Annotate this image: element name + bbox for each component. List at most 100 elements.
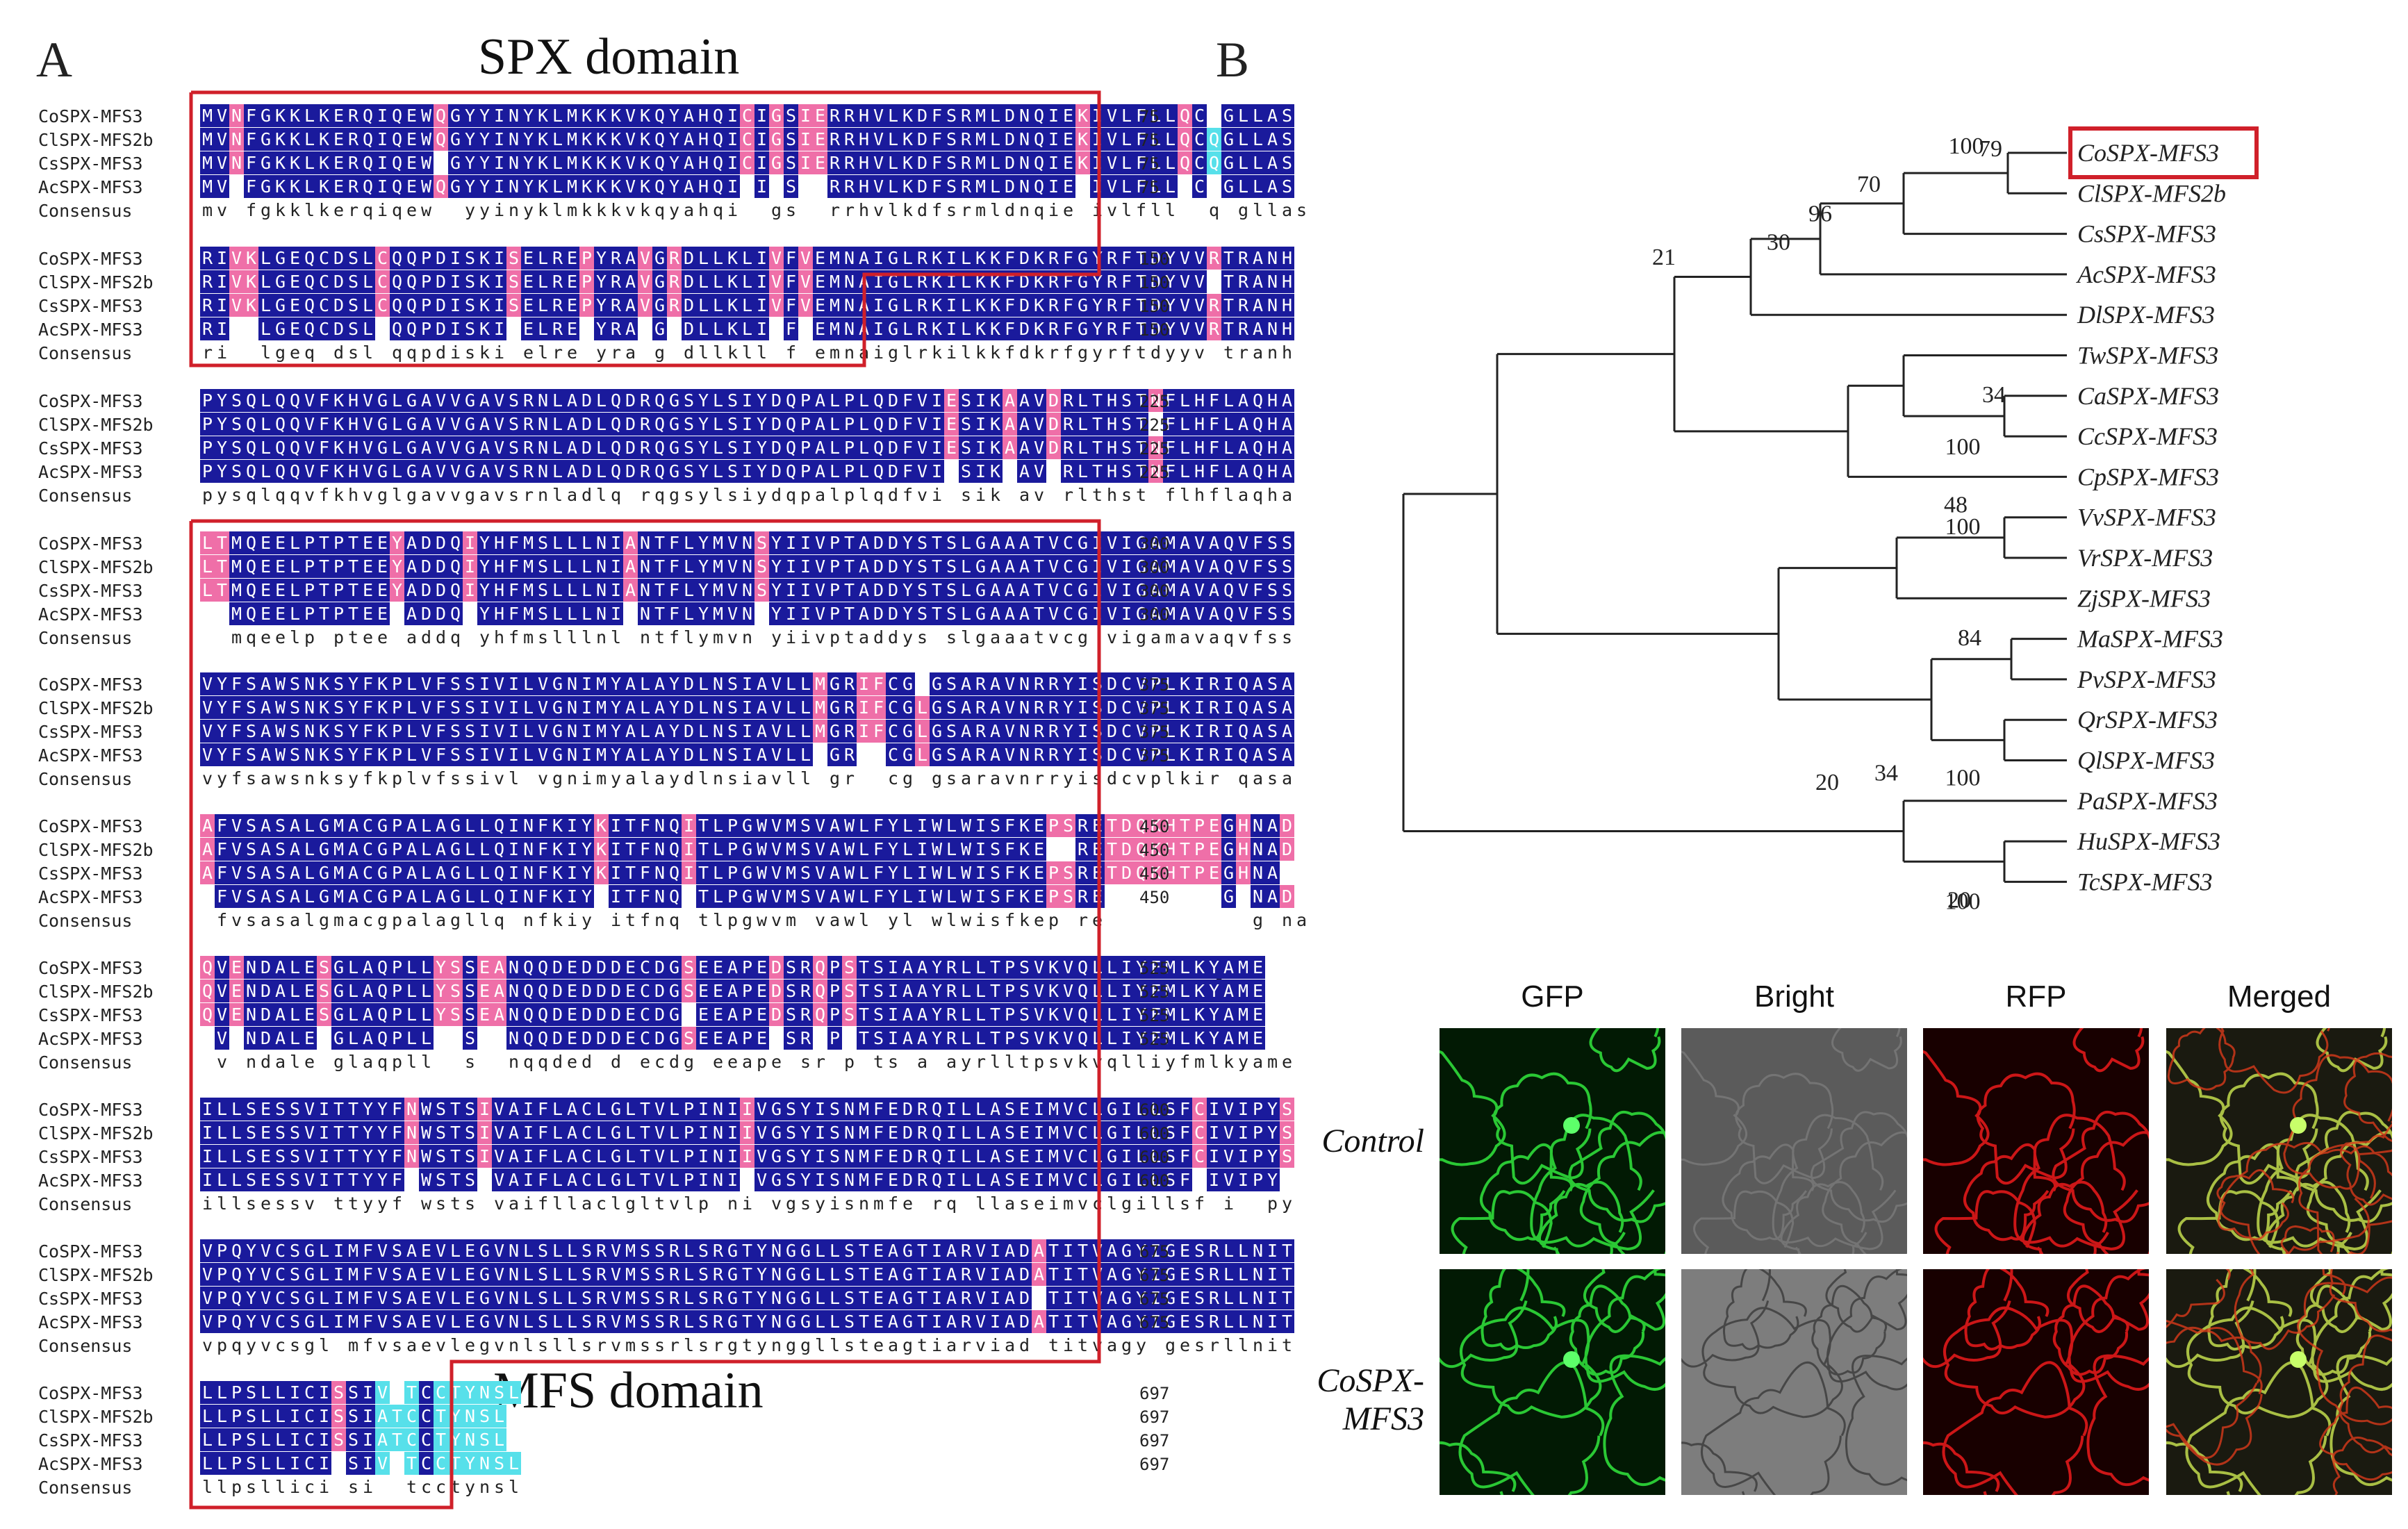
micrograph-bright bbox=[1681, 1028, 1907, 1254]
micrograph-drawing bbox=[2166, 1028, 2392, 1254]
position-number: 675 bbox=[1139, 1242, 1170, 1262]
seq-name: CsSPX-MFS3 bbox=[38, 863, 143, 884]
col-label-rfp: RFP bbox=[2005, 980, 2067, 1014]
tree-leaf-label: ZjSPX-MFS3 bbox=[2077, 584, 2211, 612]
micrograph-gfp bbox=[1440, 1269, 1665, 1495]
seq-name: AcSPX-MFS3 bbox=[38, 1454, 143, 1474]
bootstrap-value: 100 bbox=[1945, 434, 1981, 460]
tree-leaf-label: CsSPX-MFS3 bbox=[2077, 220, 2216, 248]
seq-name: CsSPX-MFS3 bbox=[38, 1430, 143, 1451]
bootstrap-value: 20 bbox=[1815, 770, 1839, 795]
col-label-bright: Bright bbox=[1754, 980, 1834, 1014]
bootstrap-value: 34 bbox=[1982, 382, 2006, 408]
micrograph-merged bbox=[2166, 1269, 2392, 1495]
tree-leaf-label: QrSPX-MFS3 bbox=[2077, 706, 2218, 734]
tree-leaf-label: QlSPX-MFS3 bbox=[2077, 747, 2215, 775]
seq-name: ClSPX-MFS2b bbox=[38, 1123, 154, 1143]
spx-domain-title: SPX domain bbox=[478, 28, 740, 85]
bootstrap-value: 70 bbox=[1857, 172, 1881, 197]
micrograph-rfp bbox=[1923, 1269, 2149, 1495]
tree-leaf-label: TcSPX-MFS3 bbox=[2077, 868, 2213, 895]
seq-name: CoSPX-MFS3 bbox=[38, 675, 143, 695]
phylogenetic-tree: CoSPX-MFS3 ClSPX-MFS2b CsSPX-MFS3 AcSPX-MFS… bbox=[1402, 126, 2259, 914]
bootstrap-value: 34 bbox=[1874, 760, 1898, 786]
panel-label-a: A bbox=[36, 32, 72, 88]
seq-name: CsSPX-MFS3 bbox=[38, 438, 143, 458]
seq-name: AcSPX-MFS3 bbox=[38, 1029, 143, 1049]
seq-name: CoSPX-MFS3 bbox=[38, 106, 143, 126]
bootstrap-value: 84 bbox=[1958, 625, 1981, 651]
seq-name: Consensus bbox=[38, 628, 133, 648]
tree-leaf-label: AcSPX-MFS3 bbox=[2076, 261, 2216, 288]
position-number: 600 bbox=[1139, 1100, 1170, 1120]
seq-name: Consensus bbox=[38, 769, 133, 789]
seq-name: AcSPX-MFS3 bbox=[38, 1312, 143, 1332]
nucleus bbox=[1563, 1351, 1580, 1368]
seq-name: ClSPX-MFS2b bbox=[38, 557, 154, 577]
bootstrap-value: 30 bbox=[1767, 230, 1790, 256]
position-number: 450 bbox=[1139, 817, 1170, 836]
tree-leaf-label: CpSPX-MFS3 bbox=[2077, 463, 2219, 490]
seq-name: ClSPX-MFS2b bbox=[38, 272, 154, 292]
position-number: 375 bbox=[1139, 675, 1170, 695]
seq-name: AcSPX-MFS3 bbox=[38, 887, 143, 907]
position-number: 150 bbox=[1139, 297, 1170, 316]
position-number: 525 bbox=[1139, 982, 1170, 1002]
position-number: 75 bbox=[1139, 178, 1160, 197]
micrograph-drawing bbox=[1923, 1028, 2149, 1254]
position-number: 450 bbox=[1139, 888, 1170, 907]
micrograph-drawing bbox=[1440, 1269, 1665, 1495]
position-number: 300 bbox=[1139, 534, 1170, 554]
tree-leaf-label: TwSPX-MFS3 bbox=[2077, 342, 2218, 370]
seq-name: CsSPX-MFS3 bbox=[38, 296, 143, 316]
seq-name: Consensus bbox=[38, 201, 133, 221]
position-number: 300 bbox=[1139, 581, 1170, 601]
bootstrap-value: 100 bbox=[1945, 889, 1981, 914]
position-number: 75 bbox=[1139, 154, 1160, 174]
seq-name: ClSPX-MFS2b bbox=[38, 840, 154, 860]
seq-name: ClSPX-MFS2b bbox=[38, 1407, 154, 1427]
position-number: 525 bbox=[1139, 1030, 1170, 1049]
bootstrap-value: 79 bbox=[1979, 136, 2002, 162]
bootstrap-value: 100 bbox=[1949, 133, 1984, 159]
seq-name: ClSPX-MFS2b bbox=[38, 415, 154, 435]
position-number: 697 bbox=[1139, 1384, 1170, 1403]
seq-name: CsSPX-MFS3 bbox=[38, 581, 143, 601]
seq-name: Consensus bbox=[38, 343, 133, 363]
cell-outline bbox=[1681, 1028, 1907, 1254]
nucleus bbox=[2290, 1117, 2307, 1134]
position-number: 675 bbox=[1139, 1289, 1170, 1309]
position-number: 697 bbox=[1139, 1407, 1170, 1427]
micrograph-rfp bbox=[1923, 1028, 2149, 1254]
seq-name: CoSPX-MFS3 bbox=[38, 1383, 143, 1403]
seq-name: CsSPX-MFS3 bbox=[38, 1289, 143, 1309]
micrograph-background bbox=[1681, 1028, 1907, 1254]
tree-leaf-label: CoSPX-MFS3 bbox=[2077, 139, 2219, 167]
seq-name: Consensus bbox=[38, 1478, 133, 1498]
cell-outline-red bbox=[2166, 1269, 2392, 1495]
seq-name: AcSPX-MFS3 bbox=[38, 604, 143, 625]
tree-leaf-label: PaSPX-MFS3 bbox=[2077, 787, 2218, 815]
seq-name: CoSPX-MFS3 bbox=[38, 816, 143, 836]
position-number: 300 bbox=[1139, 605, 1170, 625]
row-label-cospx: CoSPX-MFS3 bbox=[1317, 1362, 1424, 1437]
